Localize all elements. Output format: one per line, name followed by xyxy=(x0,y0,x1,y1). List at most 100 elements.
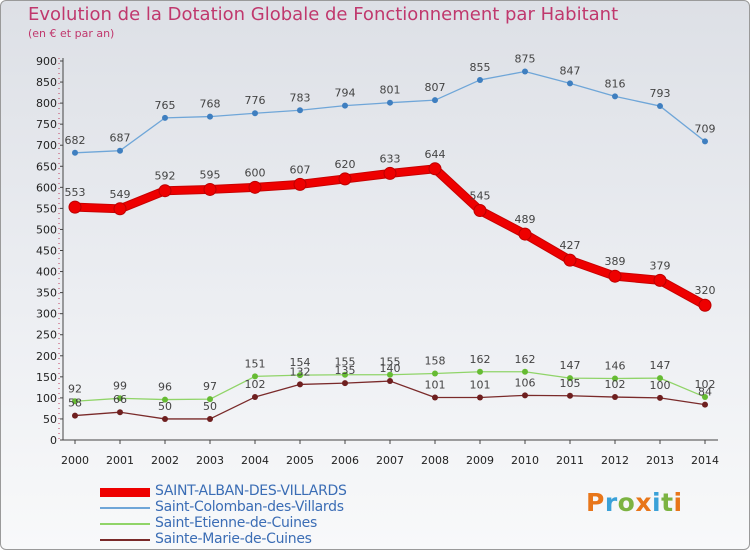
data-label: 101 xyxy=(470,378,491,391)
data-point xyxy=(612,93,618,100)
data-label: 783 xyxy=(290,91,311,104)
data-label: 146 xyxy=(605,360,626,373)
legend-item: Saint-Etienne-de-Cuines xyxy=(100,515,400,532)
data-point xyxy=(387,378,393,385)
data-point xyxy=(567,392,573,399)
data-label: 379 xyxy=(650,259,671,272)
data-point xyxy=(72,398,78,405)
legend-swatch xyxy=(100,487,150,497)
data-label: 389 xyxy=(605,255,626,268)
data-label: 99 xyxy=(113,379,127,392)
data-point xyxy=(113,202,127,216)
data-label: 847 xyxy=(560,64,581,77)
data-label: 132 xyxy=(290,365,311,378)
data-label: 709 xyxy=(695,122,716,135)
brand-logo: Proxiti xyxy=(586,488,683,517)
data-label: 592 xyxy=(155,170,176,183)
data-point xyxy=(653,273,667,287)
data-label: 96 xyxy=(158,381,172,394)
data-label: 620 xyxy=(335,158,356,171)
data-label: 162 xyxy=(515,353,536,366)
data-point xyxy=(297,381,303,388)
data-point xyxy=(428,162,442,176)
brand-letter: x xyxy=(635,488,652,517)
data-point xyxy=(293,177,307,191)
x-tick-label: 2011 xyxy=(556,454,584,467)
data-label: 151 xyxy=(245,357,266,370)
data-point xyxy=(522,368,528,375)
data-label: 154 xyxy=(290,356,311,369)
x-tick-label: 2010 xyxy=(511,454,539,467)
brand-letter: r xyxy=(604,488,618,517)
y-tick-label: 650 xyxy=(36,160,57,173)
data-point xyxy=(72,149,78,156)
x-tick-label: 2002 xyxy=(151,454,179,467)
brand-letter: o xyxy=(617,488,636,517)
y-tick-label: 850 xyxy=(36,76,57,89)
data-label: 101 xyxy=(425,378,446,391)
x-tick-label: 2014 xyxy=(691,454,719,467)
data-point xyxy=(387,99,393,106)
x-tick-label: 2005 xyxy=(286,454,314,467)
data-label: 92 xyxy=(68,382,82,395)
data-label: 768 xyxy=(200,98,221,111)
data-point xyxy=(608,269,622,283)
data-point xyxy=(698,298,712,312)
legend-item: SAINT-ALBAN-DES-VILLARDS xyxy=(100,483,400,500)
legend-swatch xyxy=(100,523,150,525)
data-point xyxy=(72,412,78,419)
y-tick-label: 700 xyxy=(36,139,57,152)
data-point xyxy=(657,375,663,382)
x-tick-label: 2013 xyxy=(646,454,674,467)
data-label: 607 xyxy=(290,163,311,176)
data-label: 147 xyxy=(560,359,581,372)
data-point xyxy=(432,394,438,401)
legend-item: Sainte-Marie-de-Cuines xyxy=(100,531,400,548)
data-label: 66 xyxy=(113,393,127,406)
data-point xyxy=(68,200,82,214)
data-label: 801 xyxy=(380,84,401,97)
data-point xyxy=(567,375,573,382)
legend-label: Saint-Etienne-de-Cuines xyxy=(155,515,317,531)
y-tick-label: 200 xyxy=(36,350,57,363)
data-label: 644 xyxy=(425,148,446,161)
data-label: 320 xyxy=(695,284,716,297)
data-point xyxy=(522,392,528,399)
data-point xyxy=(473,203,487,217)
x-tick-label: 2004 xyxy=(241,454,269,467)
data-point xyxy=(612,394,618,401)
y-tick-label: 800 xyxy=(36,97,57,110)
data-label: 793 xyxy=(650,87,671,100)
data-point xyxy=(567,80,573,87)
data-point xyxy=(117,409,123,416)
data-label: 600 xyxy=(245,166,266,179)
data-point xyxy=(612,375,618,382)
data-label: 765 xyxy=(155,99,176,112)
data-point xyxy=(297,372,303,379)
data-point xyxy=(522,68,528,75)
y-tick-label: 300 xyxy=(36,308,57,321)
data-point xyxy=(207,113,213,120)
data-point xyxy=(117,395,123,402)
data-label: 489 xyxy=(515,213,536,226)
data-label: 105 xyxy=(560,377,581,390)
data-label: 135 xyxy=(335,364,356,377)
data-point xyxy=(702,401,708,408)
data-point xyxy=(387,371,393,378)
data-label: 549 xyxy=(110,188,131,201)
data-point xyxy=(248,180,262,194)
data-label: 140 xyxy=(380,362,401,375)
data-point xyxy=(162,396,168,403)
data-point xyxy=(432,370,438,377)
legend-swatch xyxy=(100,539,150,541)
data-label: 50 xyxy=(158,400,172,413)
data-point xyxy=(203,182,217,196)
y-tick-label: 250 xyxy=(36,329,57,342)
y-tick-label: 550 xyxy=(36,202,57,215)
x-tick-label: 2012 xyxy=(601,454,629,467)
data-point xyxy=(162,415,168,422)
data-point xyxy=(702,394,708,401)
y-tick-label: 100 xyxy=(36,392,57,405)
data-point xyxy=(432,97,438,104)
